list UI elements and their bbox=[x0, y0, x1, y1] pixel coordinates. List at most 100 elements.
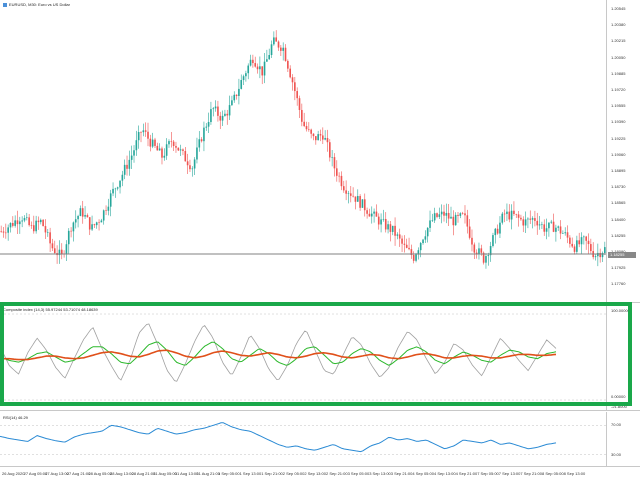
time-tick-label: 28 Aug 05:00 bbox=[88, 471, 112, 476]
price-tick-label: 1.18090 bbox=[611, 249, 625, 254]
candle-body bbox=[119, 180, 121, 188]
candle-body bbox=[289, 68, 291, 78]
candle-body bbox=[340, 175, 343, 187]
time-tick-label: 2 Sep 21:00 bbox=[326, 471, 348, 476]
price-tick-label: 1.19555 bbox=[611, 103, 626, 109]
candle-body bbox=[72, 222, 75, 232]
composite-index-pane[interactable]: Composite index (14,3) 55.97244 53.71074… bbox=[0, 304, 606, 410]
candle-body bbox=[128, 159, 131, 169]
candle-body bbox=[149, 138, 152, 147]
candle-body bbox=[569, 237, 571, 244]
time-tick-label: 4 Sep 21:00 bbox=[455, 471, 478, 476]
rsi-pane[interactable]: RSI(14) 46.29 bbox=[0, 412, 606, 466]
time-tick-label: 27 Aug 05:00 bbox=[23, 471, 48, 476]
candle-body bbox=[266, 59, 268, 62]
time-tick-label: 3 Sep 13:00 bbox=[369, 471, 391, 476]
candle-body bbox=[270, 44, 273, 56]
candle-body bbox=[53, 248, 56, 254]
candle-body bbox=[375, 211, 378, 217]
price-chart-pane[interactable]: EURUSD, M30: Euro vs US Dollar bbox=[0, 0, 606, 302]
candle-body bbox=[363, 199, 366, 211]
time-tick-label: 8 Sep 13:00 bbox=[563, 471, 586, 476]
composite-index-axis[interactable]: 100.00000 0.00000 -21.8000 bbox=[606, 304, 640, 410]
candle-body bbox=[527, 218, 529, 220]
candle-body bbox=[585, 236, 588, 241]
rsi-axis[interactable]: 70.00 30.00 bbox=[606, 412, 640, 466]
candle-body bbox=[37, 220, 40, 223]
pane-separator[interactable] bbox=[0, 302, 640, 303]
candle-body bbox=[86, 215, 89, 218]
rsi-plot[interactable] bbox=[0, 412, 606, 466]
candle-body bbox=[219, 115, 222, 121]
candle-body bbox=[2, 231, 5, 233]
candle-body bbox=[506, 211, 508, 214]
pane-separator[interactable] bbox=[0, 410, 640, 411]
candle-body bbox=[452, 216, 455, 226]
price-tick-label: 1.19885 bbox=[611, 70, 626, 76]
time-tick-label: 28 Aug 13:00 bbox=[110, 471, 134, 476]
price-tick-label: 1.17760 bbox=[611, 281, 626, 287]
time-tick-label: 3 Sep 05:00 bbox=[347, 471, 370, 476]
candle-body bbox=[98, 222, 100, 223]
candle-body bbox=[433, 213, 436, 221]
candle-body bbox=[522, 219, 525, 226]
candle-body bbox=[231, 100, 233, 106]
candle-body bbox=[382, 218, 385, 220]
candle-body bbox=[529, 218, 532, 220]
price-tick-label: 1.19720 bbox=[611, 87, 626, 92]
time-tick-label: 2 Sep 05:00 bbox=[282, 471, 305, 476]
candle-body bbox=[305, 126, 308, 130]
candle-body bbox=[426, 227, 429, 237]
candle-body bbox=[12, 223, 14, 226]
candle-body bbox=[172, 141, 175, 146]
candle-body bbox=[287, 60, 289, 69]
candle-body bbox=[377, 216, 380, 225]
candle-body bbox=[594, 256, 597, 258]
candle-body bbox=[447, 212, 450, 219]
candle-body bbox=[412, 255, 415, 261]
candle-body bbox=[347, 193, 350, 194]
candle-body bbox=[571, 243, 574, 247]
candlestick-chart[interactable] bbox=[0, 0, 606, 302]
composite-tick-label: 100.00000 bbox=[611, 308, 630, 313]
candle-body bbox=[144, 130, 147, 132]
candle-body bbox=[189, 165, 191, 170]
candle-body bbox=[485, 256, 487, 263]
candle-body bbox=[494, 228, 497, 236]
candle-body bbox=[168, 141, 170, 145]
candle-body bbox=[384, 218, 387, 230]
candle-body bbox=[315, 136, 317, 141]
candle-body bbox=[387, 224, 389, 230]
candle-body bbox=[18, 221, 21, 225]
candle-body bbox=[534, 218, 536, 221]
candle-body bbox=[564, 232, 567, 234]
candle-body bbox=[543, 224, 546, 232]
candle-body bbox=[210, 109, 212, 123]
time-tick-label: 7 Sep 21:00 bbox=[520, 471, 542, 476]
candle-body bbox=[524, 219, 527, 226]
candle-body bbox=[70, 230, 72, 232]
candle-body bbox=[326, 138, 329, 143]
candle-body bbox=[263, 61, 266, 76]
price-axis[interactable]: 1.20545 1.20380 1.20215 1.20050 1.19885 1.197… bbox=[606, 0, 640, 302]
candle-body bbox=[14, 220, 16, 226]
price-tick-label: 1.18255 bbox=[611, 232, 626, 238]
candle-body bbox=[578, 240, 581, 245]
candle-body bbox=[184, 150, 187, 162]
composite-tick-label: 0.00000 bbox=[611, 394, 626, 399]
candle-body bbox=[79, 208, 82, 216]
candle-body bbox=[440, 211, 443, 215]
composite-index-plot[interactable] bbox=[0, 304, 606, 410]
candle-body bbox=[597, 252, 599, 257]
time-axis[interactable]: 26 Aug 2020 27 Aug 05:00 27 Aug 13:00 27 Au… bbox=[0, 466, 640, 481]
candle-body bbox=[487, 255, 490, 257]
candle-body bbox=[93, 224, 96, 226]
candle-body bbox=[464, 213, 466, 216]
time-tick-label: 27 Aug 21:00 bbox=[66, 471, 91, 476]
candle-body bbox=[147, 131, 149, 139]
candle-body bbox=[170, 141, 173, 142]
time-tick-label: 28 Aug 21:00 bbox=[131, 471, 156, 476]
candle-body bbox=[492, 235, 494, 247]
candle-body bbox=[284, 47, 287, 61]
candle-body bbox=[275, 37, 278, 42]
